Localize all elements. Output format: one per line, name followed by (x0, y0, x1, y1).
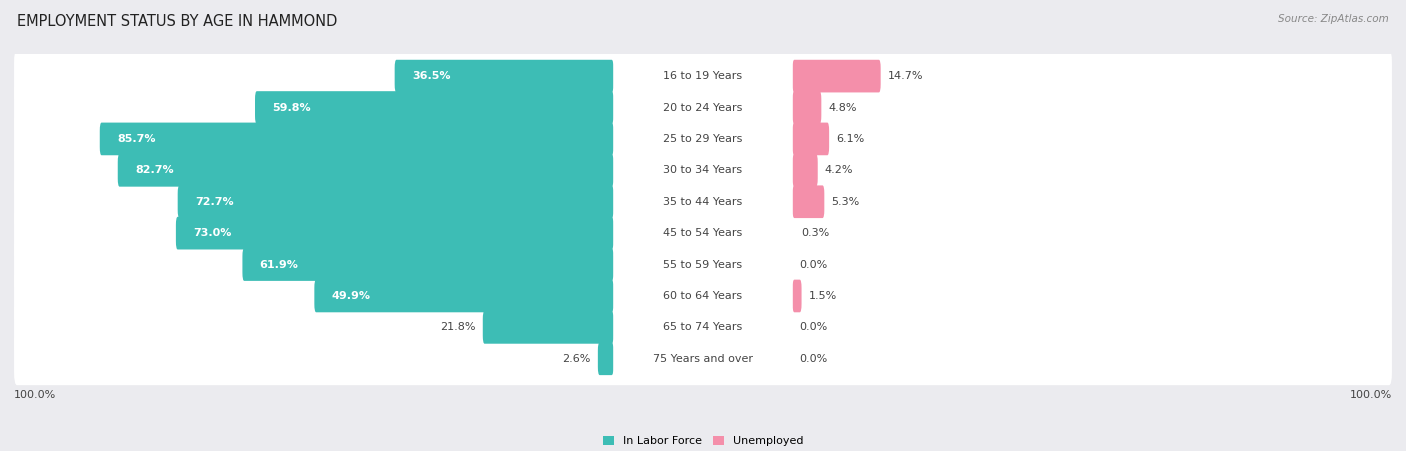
Text: 4.8%: 4.8% (828, 102, 856, 112)
FancyBboxPatch shape (14, 144, 1392, 197)
Text: 0.0%: 0.0% (800, 322, 828, 332)
FancyBboxPatch shape (176, 217, 613, 249)
Text: 35 to 44 Years: 35 to 44 Years (664, 197, 742, 207)
FancyBboxPatch shape (613, 246, 793, 283)
FancyBboxPatch shape (14, 301, 1392, 354)
FancyBboxPatch shape (14, 207, 1392, 259)
Text: 59.8%: 59.8% (273, 102, 311, 112)
FancyBboxPatch shape (793, 60, 880, 92)
Text: 75 Years and over: 75 Years and over (652, 354, 754, 364)
FancyBboxPatch shape (613, 309, 793, 345)
FancyBboxPatch shape (242, 248, 613, 281)
Text: Source: ZipAtlas.com: Source: ZipAtlas.com (1278, 14, 1389, 23)
FancyBboxPatch shape (100, 123, 613, 155)
Text: 1.5%: 1.5% (808, 291, 837, 301)
FancyBboxPatch shape (482, 311, 613, 344)
Text: 100.0%: 100.0% (1350, 390, 1392, 400)
FancyBboxPatch shape (14, 238, 1392, 291)
FancyBboxPatch shape (395, 60, 613, 92)
Text: 5.3%: 5.3% (831, 197, 859, 207)
FancyBboxPatch shape (254, 91, 613, 124)
Text: 20 to 24 Years: 20 to 24 Years (664, 102, 742, 112)
Text: 0.3%: 0.3% (801, 228, 830, 238)
Text: 65 to 74 Years: 65 to 74 Years (664, 322, 742, 332)
FancyBboxPatch shape (14, 175, 1392, 228)
FancyBboxPatch shape (14, 270, 1392, 322)
Text: 72.7%: 72.7% (195, 197, 233, 207)
Text: 21.8%: 21.8% (440, 322, 475, 332)
Text: 30 to 34 Years: 30 to 34 Years (664, 166, 742, 175)
FancyBboxPatch shape (315, 280, 613, 312)
Text: 16 to 19 Years: 16 to 19 Years (664, 71, 742, 81)
Text: 0.0%: 0.0% (800, 260, 828, 270)
Text: 55 to 59 Years: 55 to 59 Years (664, 260, 742, 270)
FancyBboxPatch shape (613, 341, 793, 377)
Legend: In Labor Force, Unemployed: In Labor Force, Unemployed (603, 436, 803, 446)
Text: 36.5%: 36.5% (412, 71, 450, 81)
FancyBboxPatch shape (613, 184, 793, 220)
FancyBboxPatch shape (793, 91, 821, 124)
FancyBboxPatch shape (14, 50, 1392, 102)
FancyBboxPatch shape (793, 185, 824, 218)
Text: 0.0%: 0.0% (800, 354, 828, 364)
Text: 82.7%: 82.7% (135, 166, 173, 175)
FancyBboxPatch shape (793, 123, 830, 155)
FancyBboxPatch shape (613, 215, 793, 251)
Text: 49.9%: 49.9% (332, 291, 371, 301)
Text: 2.6%: 2.6% (562, 354, 591, 364)
FancyBboxPatch shape (118, 154, 613, 187)
Text: 100.0%: 100.0% (14, 390, 56, 400)
Text: 60 to 64 Years: 60 to 64 Years (664, 291, 742, 301)
Text: 4.2%: 4.2% (825, 166, 853, 175)
Text: 73.0%: 73.0% (193, 228, 232, 238)
Text: EMPLOYMENT STATUS BY AGE IN HAMMOND: EMPLOYMENT STATUS BY AGE IN HAMMOND (17, 14, 337, 28)
FancyBboxPatch shape (14, 332, 1392, 385)
FancyBboxPatch shape (14, 81, 1392, 134)
Text: 85.7%: 85.7% (117, 134, 156, 144)
Text: 6.1%: 6.1% (837, 134, 865, 144)
FancyBboxPatch shape (613, 58, 793, 94)
FancyBboxPatch shape (598, 342, 613, 375)
FancyBboxPatch shape (613, 152, 793, 189)
FancyBboxPatch shape (613, 89, 793, 126)
Text: 14.7%: 14.7% (887, 71, 924, 81)
Text: 25 to 29 Years: 25 to 29 Years (664, 134, 742, 144)
FancyBboxPatch shape (613, 278, 793, 314)
Text: 45 to 54 Years: 45 to 54 Years (664, 228, 742, 238)
FancyBboxPatch shape (793, 280, 801, 312)
Text: 61.9%: 61.9% (260, 260, 298, 270)
FancyBboxPatch shape (613, 121, 793, 157)
FancyBboxPatch shape (793, 154, 818, 187)
FancyBboxPatch shape (177, 185, 613, 218)
FancyBboxPatch shape (14, 113, 1392, 166)
